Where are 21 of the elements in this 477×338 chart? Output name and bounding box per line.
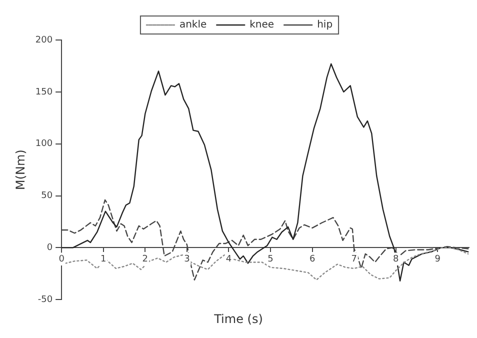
x-tick-label: 8: [393, 254, 400, 264]
x-tick-label: 0: [58, 254, 65, 264]
x-tick-label: 4: [226, 254, 232, 264]
x-tick-label: 5: [268, 254, 274, 264]
y-tick-label: 50: [41, 191, 53, 202]
y-axis-title: M(Nm): [13, 150, 28, 190]
x-tick-label: 2: [142, 254, 148, 264]
y-tick-label: -50: [38, 294, 53, 305]
x-axis-title: Time (s): [213, 312, 264, 326]
legend-label: hip: [317, 20, 333, 31]
y-tick-label: 0: [46, 243, 53, 254]
y-tick-label: 150: [35, 87, 53, 98]
x-tick-label: 1: [100, 254, 106, 264]
x-tick-label: 7: [351, 254, 357, 264]
legend-label: ankle: [179, 20, 207, 31]
x-tick-label: 3: [184, 254, 190, 264]
y-tick-label: 100: [35, 139, 53, 150]
legend-label: knee: [250, 20, 274, 31]
x-tick-label: 9: [434, 254, 441, 264]
x-tick-label: 6: [309, 254, 316, 264]
y-tick-label: 200: [35, 35, 53, 46]
